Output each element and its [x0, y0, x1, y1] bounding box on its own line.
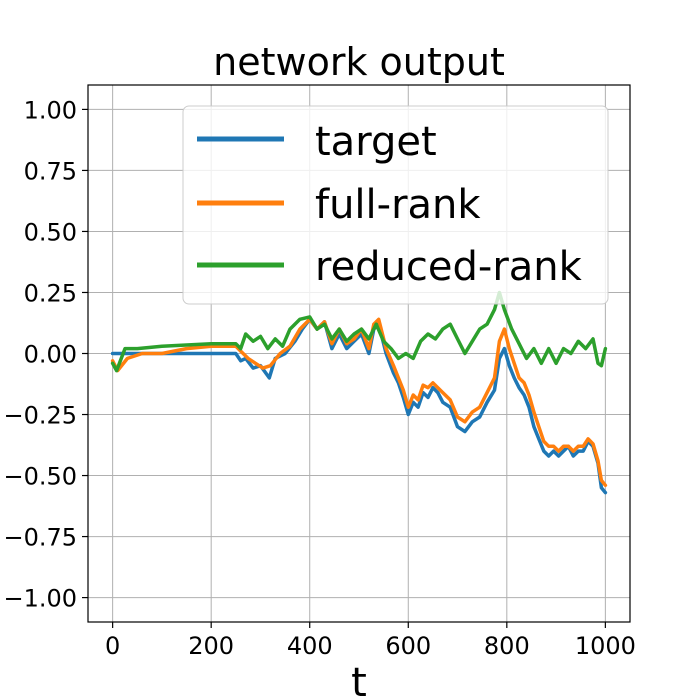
y-tick-label: −1.00: [3, 585, 77, 613]
x-tick-label: 600: [385, 632, 431, 660]
y-tick-label: −0.75: [3, 524, 77, 552]
y-tick-label: 0.75: [24, 157, 77, 185]
legend: target full-rank reduced-rank: [182, 105, 609, 305]
legend-box: [182, 105, 609, 305]
x-tick-label: 0: [105, 632, 120, 660]
y-tick-label: 0.50: [24, 218, 77, 246]
chart-title: network output: [213, 40, 505, 84]
x-tick-label: 1000: [575, 632, 636, 660]
legend-label-full-rank: full-rank: [315, 182, 481, 228]
axis-ticks: 0 200 400 600 800 1000 −1.00 −0.75 −0.50 −0.25 0.0…: [3, 96, 635, 660]
y-tick-label: −0.50: [3, 463, 77, 491]
y-tick-label: −0.25: [3, 402, 77, 430]
x-tick-label: 800: [484, 632, 530, 660]
x-tick-label: 200: [188, 632, 234, 660]
y-tick-label: 0.25: [24, 279, 77, 307]
series-line-full-rank: [110, 317, 608, 488]
series-lines: [110, 290, 608, 495]
x-tick-label: 400: [287, 632, 333, 660]
x-axis-label: t: [351, 660, 367, 700]
legend-label-reduced-rank: reduced-rank: [315, 244, 583, 290]
legend-label-target: target: [315, 119, 437, 165]
y-tick-label: 0.00: [24, 341, 77, 369]
y-tick-label: 1.00: [24, 96, 77, 124]
series-line-reduced-rank: [110, 290, 608, 373]
